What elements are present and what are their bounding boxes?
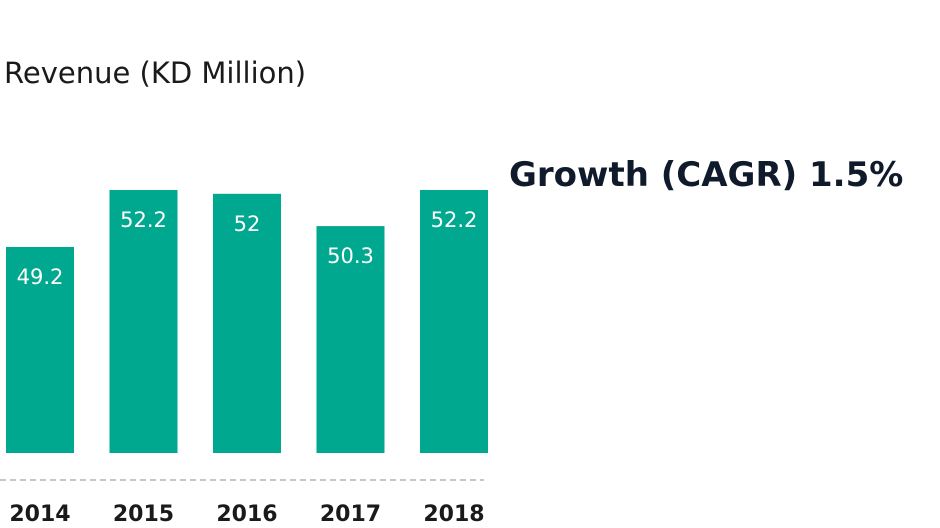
growth-annotation: Growth (CAGR) 1.5% xyxy=(509,155,904,195)
category-label: 2014 xyxy=(9,502,70,527)
bar-value-label: 52.2 xyxy=(431,208,478,232)
bar-2016 xyxy=(213,193,281,454)
bar-value-label: 49.2 xyxy=(17,265,64,289)
category-label: 2016 xyxy=(216,502,277,527)
category-label: 2018 xyxy=(423,502,484,527)
chart-title: Revenue (KD Million) xyxy=(4,56,307,90)
bar-value-label: 52 xyxy=(234,212,261,236)
bar-2017 xyxy=(316,226,385,453)
bar-2014 xyxy=(6,247,74,453)
bar-2018 xyxy=(420,190,488,453)
bar-value-label: 52.2 xyxy=(120,208,167,232)
bar-value-label: 50.3 xyxy=(327,244,374,268)
category-label: 2017 xyxy=(320,502,381,527)
category-label: 2015 xyxy=(113,502,174,527)
bar-2015 xyxy=(109,190,178,453)
